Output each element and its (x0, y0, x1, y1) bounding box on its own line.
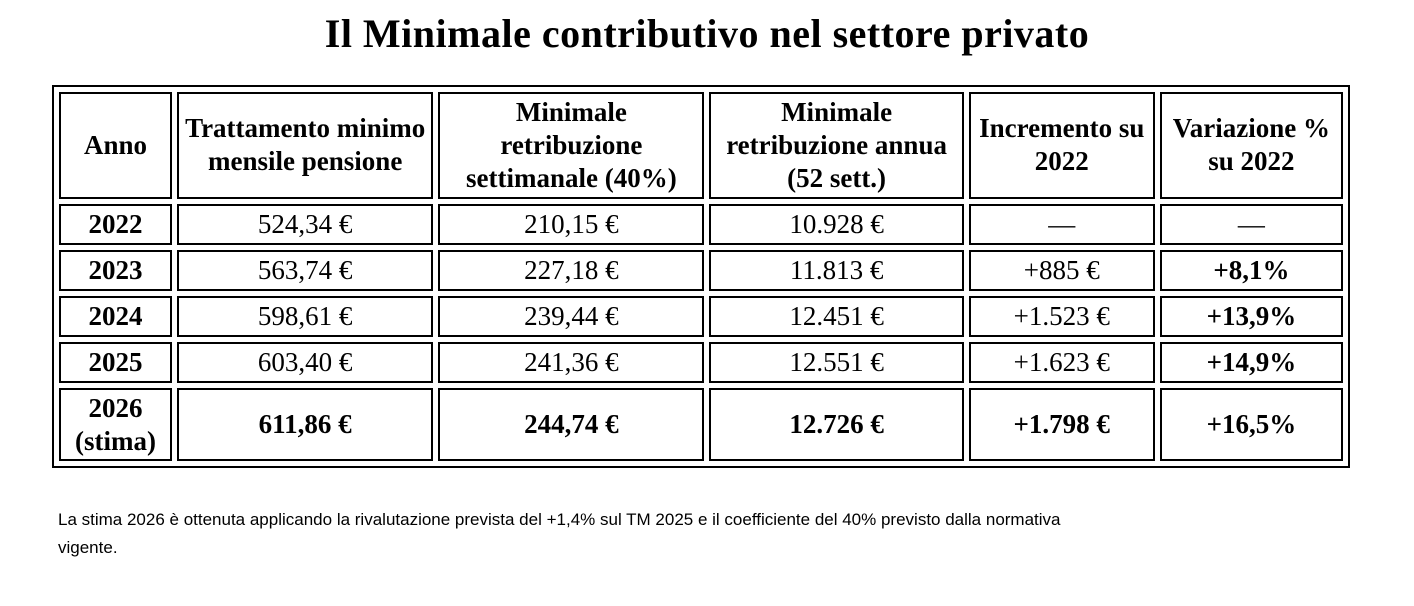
column-header-minimale-settimanale: Minimale retribuzione settimanale (40%) (438, 92, 705, 199)
cell-incremento-su-2022: +885 € (968, 249, 1155, 291)
cell-minimale-annua: 12.451 € (709, 295, 964, 337)
cell-minimale-settimanale: 227,18 € (438, 249, 705, 291)
table-header-row: Anno Trattamento minimo mensile pensione M… (59, 92, 1343, 199)
cell-incremento-su-2022: +1.523 € (968, 295, 1155, 337)
cell-variazione-su-2022: +14,9% (1159, 341, 1343, 383)
column-header-minimale-annua: Minimale retribuzione annua (52 sett.) (709, 92, 964, 199)
column-header-anno: Anno (59, 92, 173, 199)
cell-anno: 2024 (59, 295, 173, 337)
table-row: 2022 524,34 €210,15 €10.928 € — — (59, 203, 1343, 245)
cell-minimale-annua: 10.928 € (709, 203, 964, 245)
table-row: 2026 (stima) 611,86 €244,74 €12.726 € +1.7… (59, 387, 1343, 462)
column-header-incremento-su-2022: Incremento su 2022 (968, 92, 1155, 199)
cell-variazione-su-2022: — (1159, 203, 1343, 245)
cell-incremento-su-2022: +1.798 € (968, 387, 1155, 462)
cell-incremento-su-2022: — (968, 203, 1155, 245)
table-row: 2023 563,74 €227,18 €11.813 € +885 € +8,1% (59, 249, 1343, 291)
cell-minimale-settimanale: 210,15 € (438, 203, 705, 245)
table-row: 2025 603,40 €241,36 €12.551 € +1.623 € +14,… (59, 341, 1343, 383)
cell-anno: 2026 (stima) (59, 387, 173, 462)
cell-trattamento-minimo-mensile: 611,86 € (177, 387, 434, 462)
column-header-variazione-su-2022: Variazione % su 2022 (1159, 92, 1343, 199)
page-title: Il Minimale contributivo nel settore pri… (324, 11, 1090, 56)
column-header-trattamento-minimo-mensile: Trattamento minimo mensile pensione (177, 92, 434, 199)
footnote: La stima 2026 è ottenuta applicando la r… (58, 510, 1061, 558)
cell-anno: 2022 (59, 203, 173, 245)
cell-trattamento-minimo-mensile: 603,40 € (177, 341, 434, 383)
cell-trattamento-minimo-mensile: 598,61 € (177, 295, 434, 337)
cell-minimale-settimanale: 239,44 € (438, 295, 705, 337)
cell-variazione-su-2022: +8,1% (1159, 249, 1343, 291)
cell-anno: 2025 (59, 341, 173, 383)
cell-trattamento-minimo-mensile: 524,34 € (177, 203, 434, 245)
cell-incremento-su-2022: +1.623 € (968, 341, 1155, 383)
cell-minimale-settimanale: 244,74 € (438, 387, 705, 462)
table-row: 2024 598,61 €239,44 €12.451 € +1.523 € +13,… (59, 295, 1343, 337)
cell-minimale-settimanale: 241,36 € (438, 341, 705, 383)
cell-minimale-annua: 11.813 € (709, 249, 964, 291)
minimale-contributivo-table: Anno Trattamento minimo mensile pensione M… (52, 85, 1350, 469)
cell-variazione-su-2022: +13,9% (1159, 295, 1343, 337)
cell-trattamento-minimo-mensile: 563,74 € (177, 249, 434, 291)
cell-minimale-annua: 12.551 € (709, 341, 964, 383)
cell-variazione-su-2022: +16,5% (1159, 387, 1343, 462)
cell-minimale-annua: 12.726 € (709, 387, 964, 462)
cell-anno: 2023 (59, 249, 173, 291)
